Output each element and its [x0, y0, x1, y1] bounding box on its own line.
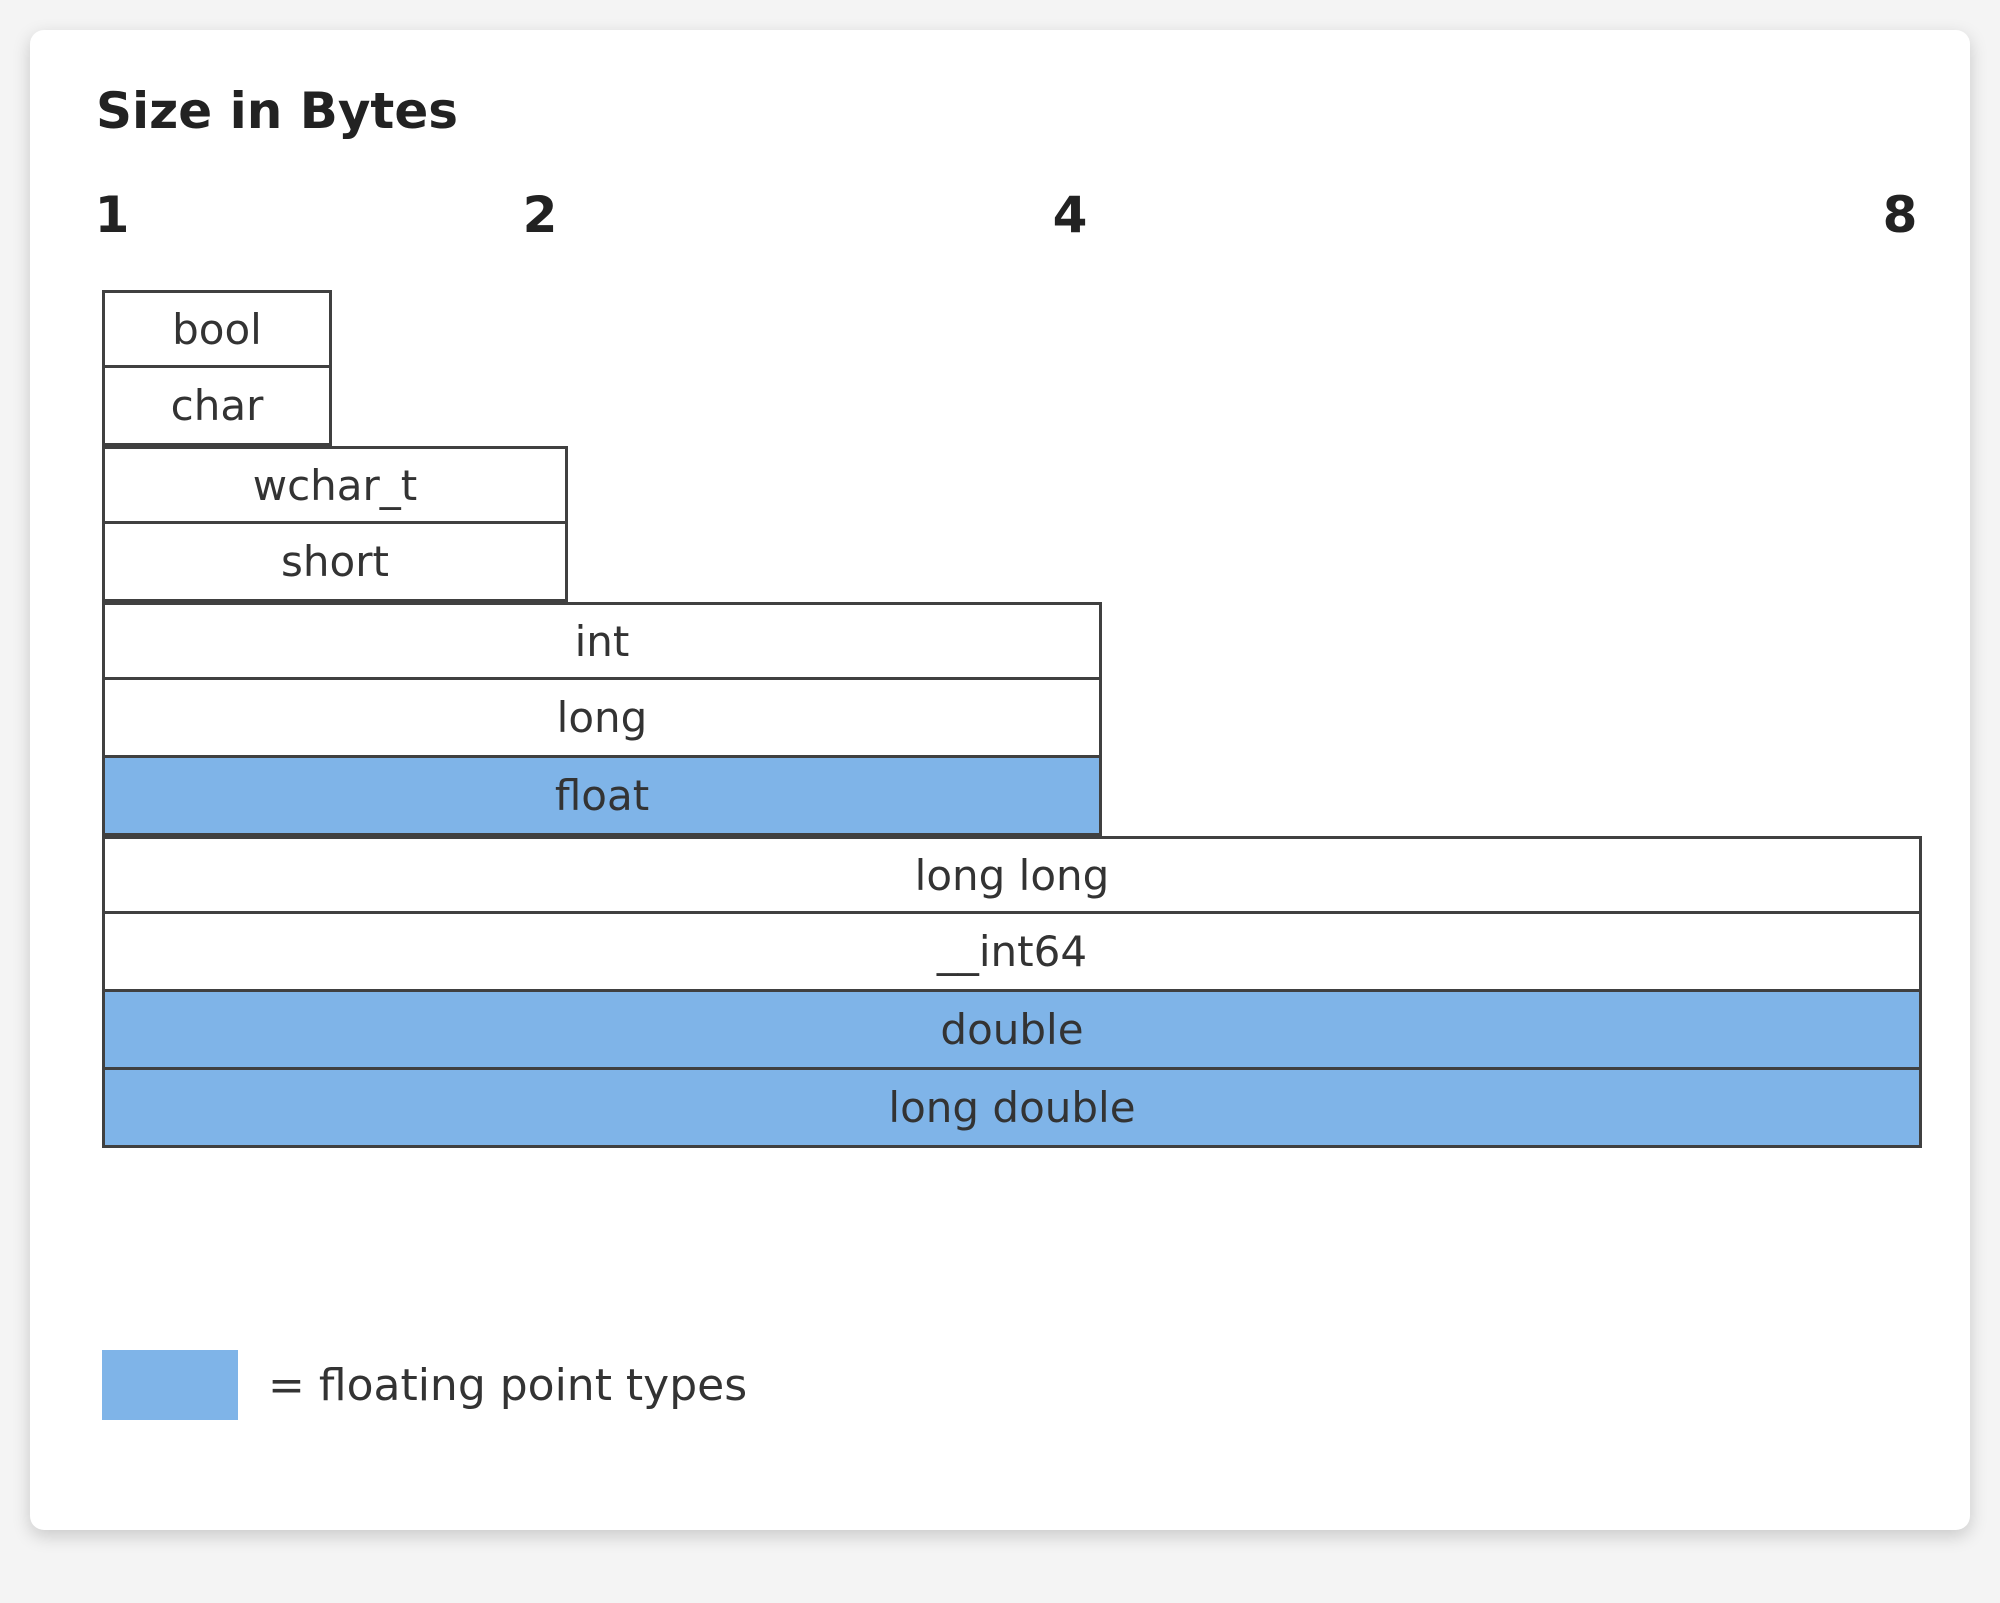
bars-area: bool char wchar_tshort int long float long lon… [102, 290, 1922, 1148]
type-bar-int: int [102, 602, 1102, 680]
type-label: long [557, 693, 648, 742]
diagram-card: Size in Bytes 1 2 4 8 bool char wchar_tshort i… [30, 30, 1970, 1530]
type-bar-wchar-t: wchar_t [102, 446, 568, 524]
legend-swatch [102, 1350, 238, 1420]
type-bar-long: long [102, 680, 1102, 758]
type-label: wchar_t [253, 461, 418, 510]
type-label: short [281, 537, 389, 586]
type-bar-long-double: long double [102, 1070, 1922, 1148]
type-bar-float: float [102, 758, 1102, 836]
type-bar-long-long: long long [102, 836, 1922, 914]
type-bar-bool: bool [102, 290, 332, 368]
chart-title: Size in Bytes [96, 82, 458, 140]
type-label: __int64 [937, 927, 1087, 976]
type-label: char [171, 381, 264, 430]
axis-label-2: 2 [523, 186, 558, 244]
type-bar-short: short [102, 524, 568, 602]
axis-label-4: 4 [1053, 186, 1088, 244]
type-bar-char: char [102, 368, 332, 446]
axis-label-8: 8 [1883, 186, 1918, 244]
legend-label: = floating point types [268, 1360, 747, 1411]
type-label: long long [915, 851, 1110, 900]
type-label: double [940, 1005, 1083, 1054]
axis-label-1: 1 [95, 186, 130, 244]
type-label: int [575, 617, 630, 666]
type-bar---int64: __int64 [102, 914, 1922, 992]
type-label: bool [172, 305, 262, 354]
type-bar-double: double [102, 992, 1922, 1070]
type-label: float [555, 771, 649, 820]
type-label: long double [888, 1083, 1135, 1132]
